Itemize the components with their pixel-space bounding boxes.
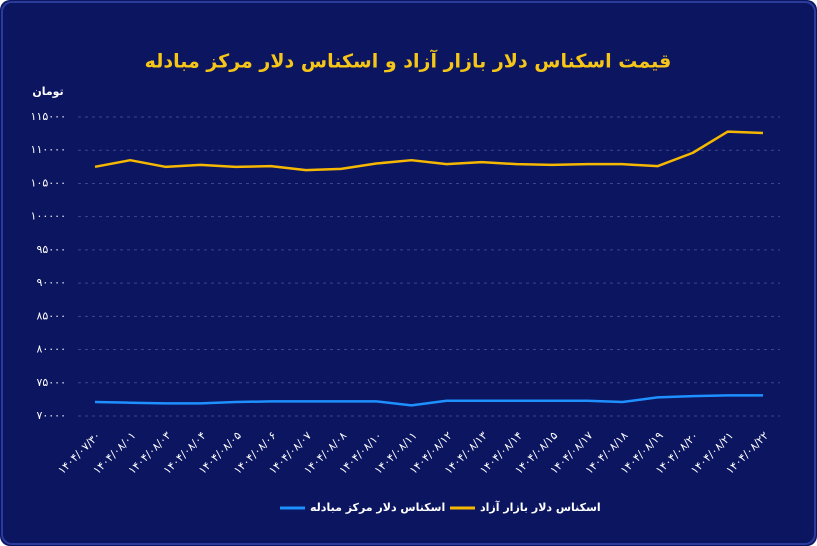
series-line — [94, 130, 764, 172]
series-line — [94, 394, 763, 407]
y-tick-label: ۸۵۰۰۰ — [36, 309, 66, 322]
y-tick-label: ۱۱۵۰۰۰ — [31, 110, 66, 123]
y-tick-label: ۱۰۵۰۰۰ — [31, 176, 66, 189]
y-tick-label: ۹۵۰۰۰ — [36, 243, 66, 256]
legend-label: اسکناس دلار بازار آزاد — [480, 500, 601, 514]
y-tick-label: ۷۵۰۰۰ — [36, 376, 66, 389]
y-tick-label: ۷۰۰۰۰ — [36, 409, 66, 422]
legend-label: اسکناس دلار مرکز مبادله — [310, 501, 445, 514]
y-tick-label: ۱۱۰۰۰۰ — [31, 143, 66, 156]
chart-title: قیمت اسکناس دلار بازار آزاد و اسکناس دلا… — [145, 49, 672, 73]
y-tick-label: ۸۰۰۰۰ — [36, 343, 66, 356]
y-axis-unit: تومان — [32, 85, 63, 98]
y-tick-label: ۹۰۰۰۰ — [36, 276, 66, 289]
y-tick-label: ۱۰۰۰۰۰ — [31, 210, 66, 223]
